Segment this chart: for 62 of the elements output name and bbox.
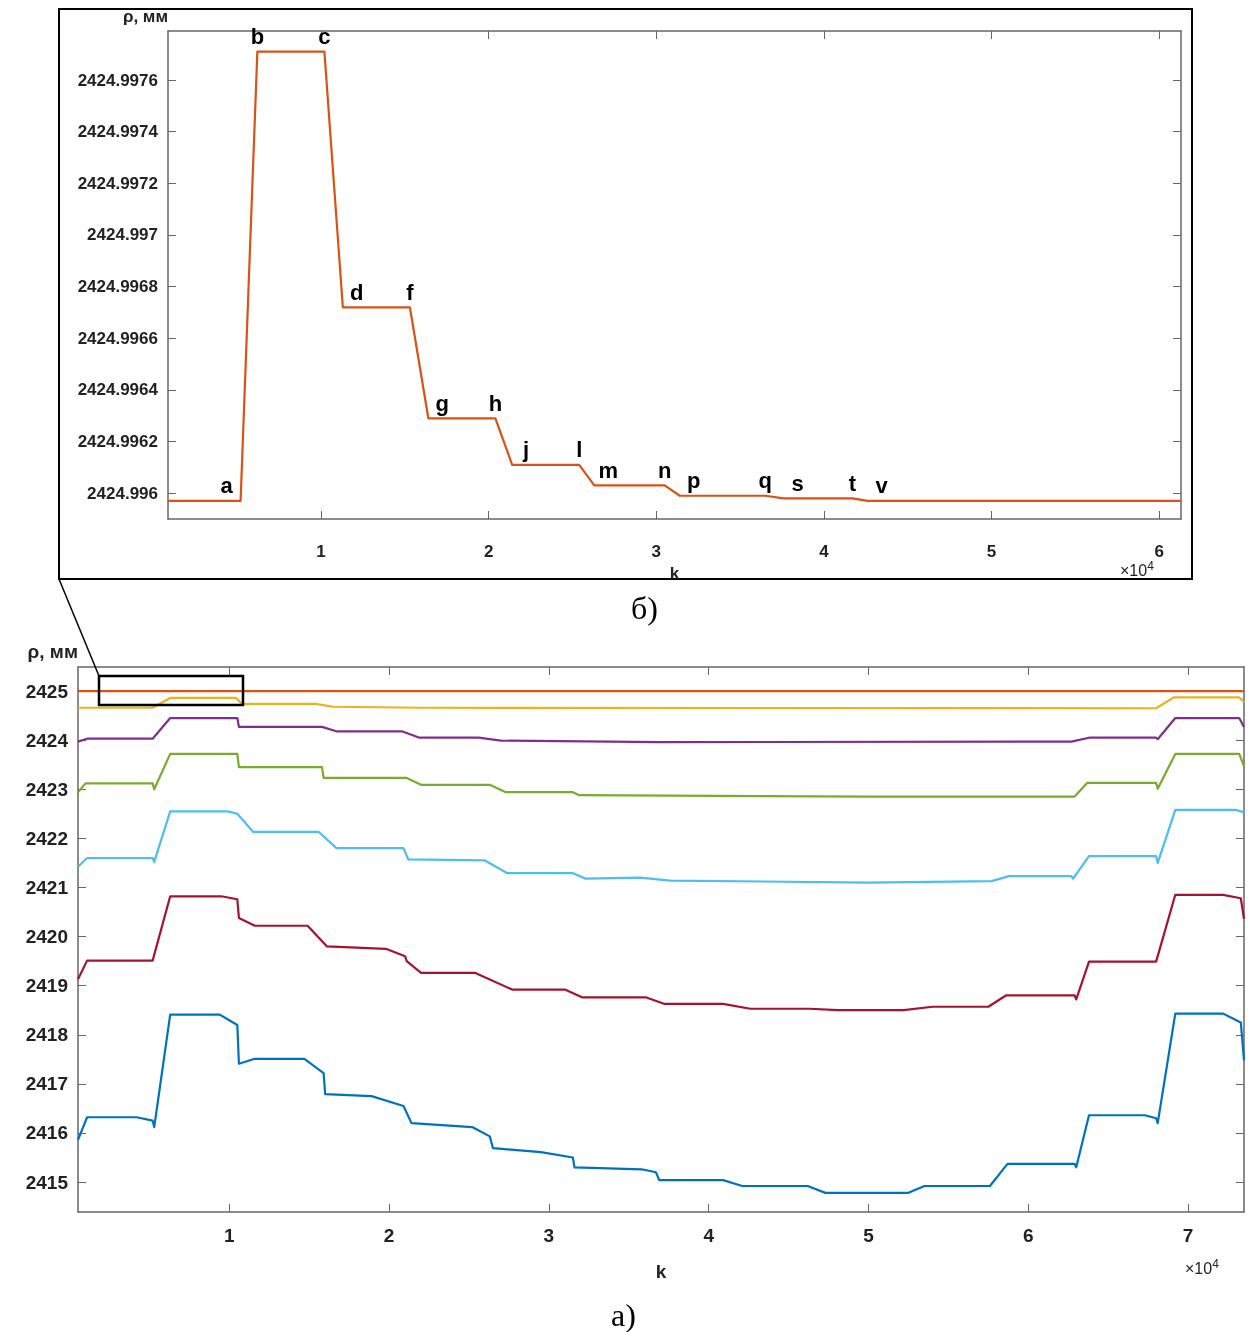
x-axis-title: k bbox=[669, 563, 680, 583]
x-axis-title: k bbox=[655, 1261, 667, 1282]
y-tick-label: 2424.9976 bbox=[77, 70, 158, 90]
annotation: c bbox=[318, 24, 331, 50]
y-tick-label: 2424.996 bbox=[87, 483, 158, 503]
annotation: s bbox=[791, 470, 804, 496]
annotation: d bbox=[350, 279, 364, 305]
line-series bbox=[76, 1012, 1246, 1194]
y-tick-label: 2425 bbox=[25, 680, 69, 702]
annotation: t bbox=[848, 470, 857, 496]
x-tick-label: 2 bbox=[483, 542, 494, 561]
y-tick-label: 2423 bbox=[25, 778, 68, 800]
x-tick-label: 7 bbox=[1182, 1225, 1194, 1246]
y-tick-label: 2421 bbox=[25, 876, 69, 898]
x-tick-label: 4 bbox=[703, 1225, 715, 1246]
y-tick-label: 2424.9966 bbox=[77, 328, 158, 348]
annotation: n bbox=[657, 457, 672, 483]
annotation: h bbox=[488, 390, 503, 416]
line-series bbox=[76, 808, 1246, 884]
x-tick-label: 4 bbox=[819, 542, 830, 561]
y-tick-label: 2424.9972 bbox=[77, 173, 158, 193]
line-series bbox=[76, 752, 1246, 798]
annotation: a bbox=[220, 473, 234, 499]
y-tick-label: 2422 bbox=[25, 827, 68, 849]
line-series bbox=[166, 50, 1183, 503]
y-tick-label: 2424.997 bbox=[87, 225, 158, 245]
y-tick-label: 2415 bbox=[25, 1171, 69, 1193]
x-tick-label: 3 bbox=[651, 542, 662, 561]
y-tick-label: 2418 bbox=[25, 1024, 68, 1046]
y-tick-label: 2424.9964 bbox=[77, 380, 159, 400]
annotation: v bbox=[875, 473, 889, 499]
line-series bbox=[76, 893, 1246, 1012]
text: а) bbox=[611, 1297, 636, 1332]
x-tick-label: 2 bbox=[383, 1225, 395, 1246]
x-tick-label: 1 bbox=[224, 1225, 236, 1246]
x-tick-label: 6 bbox=[1022, 1225, 1034, 1246]
annotation: q bbox=[758, 468, 772, 494]
y-axis-title: ρ, мм bbox=[122, 7, 168, 26]
y-tick-label: 2417 bbox=[25, 1073, 68, 1095]
y-axis-title: ρ, мм bbox=[27, 641, 78, 662]
annotation: f bbox=[406, 279, 415, 305]
x-tick-label: 6 bbox=[1154, 542, 1164, 561]
annotation: m bbox=[598, 457, 619, 483]
x-tick-label: 3 bbox=[543, 1225, 555, 1246]
y-tick-label: 2424.9962 bbox=[77, 432, 158, 452]
annotation: j bbox=[522, 437, 530, 463]
annotation: b bbox=[250, 24, 265, 50]
y-tick-label: 2424 bbox=[25, 729, 69, 751]
annotation: l bbox=[576, 437, 583, 463]
line-series bbox=[76, 716, 1246, 744]
y-tick-label: 2424.9968 bbox=[77, 277, 158, 297]
x-tick-label: 5 bbox=[863, 1225, 875, 1246]
y-tick-label: 2416 bbox=[25, 1122, 68, 1144]
x-tick-label: 5 bbox=[986, 542, 997, 561]
annotation: p bbox=[687, 468, 701, 494]
y-tick-label: 2424.9974 bbox=[77, 122, 159, 142]
y-tick-label: 2420 bbox=[25, 926, 68, 948]
line-series bbox=[76, 696, 1246, 710]
y-tick-label: 2419 bbox=[25, 975, 68, 997]
x-tick-label: 1 bbox=[316, 542, 326, 561]
annotation: g bbox=[435, 390, 450, 416]
text: б) bbox=[631, 590, 658, 626]
